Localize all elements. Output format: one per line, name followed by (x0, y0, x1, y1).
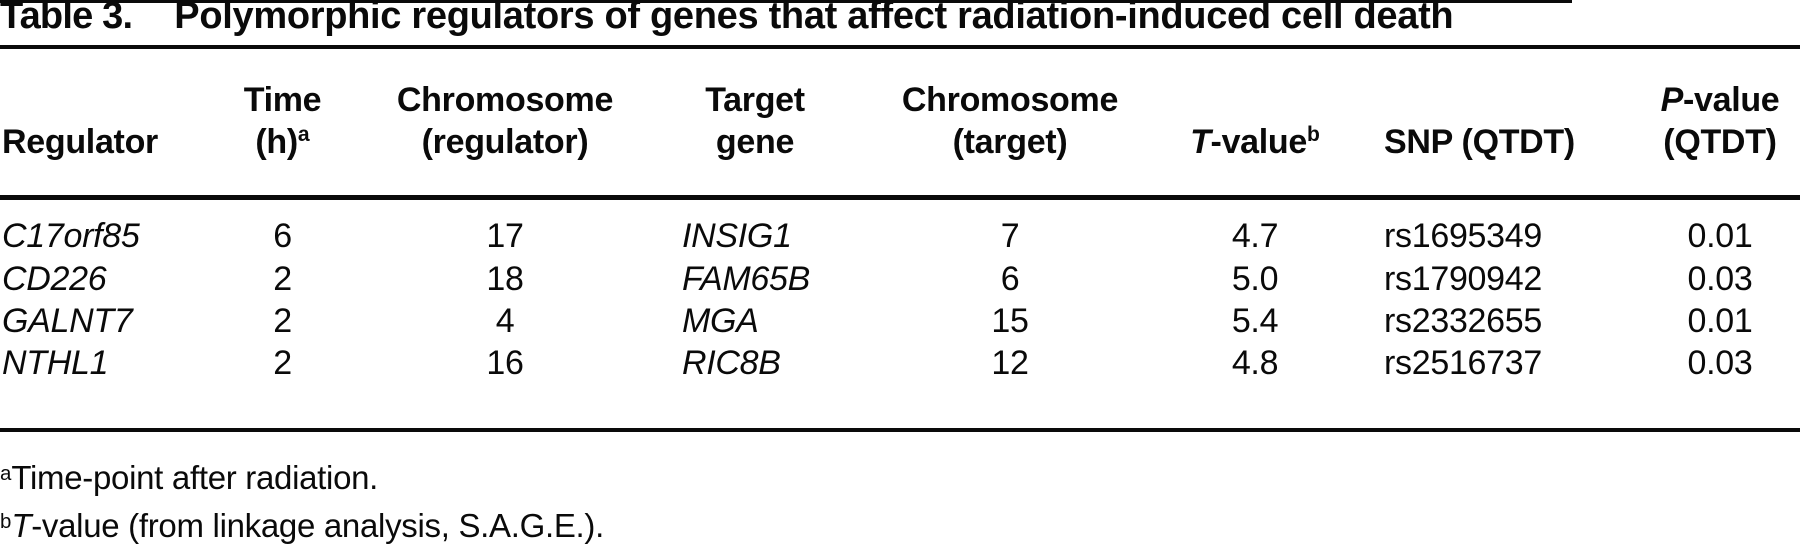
cell-p-value: 0.01 (1687, 302, 1753, 340)
cell-t-value: 4.7 (1231, 217, 1279, 255)
cell-regulator: C17orf85 (2, 217, 140, 255)
footnote-b: bT-value (from linkage analysis, S.A.G.E… (0, 506, 604, 546)
cell-chromosome-regulator: 18 (486, 260, 524, 298)
top-crop-line (0, 0, 1572, 3)
header-row-line2: Regulator (h)a (regulator) gene (target)… (0, 122, 1800, 162)
column-header-regulator: Regulator (2, 123, 158, 161)
cell-chromosome-target: 12 (991, 344, 1029, 382)
cell-chromosome-target: 7 (1000, 217, 1020, 255)
p-value-italic-p: P (1660, 81, 1684, 119)
footnote-b-italic-t: T (11, 507, 32, 544)
cell-p-value: 0.03 (1687, 260, 1753, 298)
cell-p-value: 0.01 (1687, 217, 1753, 255)
column-header-t-value-spacer (1150, 80, 1360, 120)
cell-target-gene: FAM65B (682, 260, 810, 298)
column-header-snp-qtdt: SNP (QTDT) (1384, 123, 1575, 161)
cell-target-gene: RIC8B (682, 344, 781, 382)
footnote-marker-a-ref: a (297, 123, 310, 147)
cell-regulator: CD226 (2, 260, 107, 298)
column-header-regulator-spacer (0, 80, 195, 120)
table-row: CD226 2 18 FAM65B 6 5.0 rs1790942 0.03 (0, 257, 1800, 301)
cell-t-value: 5.4 (1231, 302, 1279, 340)
table-row: NTHL1 2 16 RIC8B 12 4.8 rs2516737 0.03 (0, 341, 1800, 385)
column-header-chromosome-regulator: (regulator) (421, 123, 589, 161)
column-header-target-gene: gene (715, 123, 795, 161)
footnote-marker-b: b (0, 509, 12, 533)
column-header-p-value-line2: (QTDT) (1663, 123, 1777, 161)
column-header-target-gene-line1: Target (705, 81, 805, 119)
table-number-label: Table 3. (0, 0, 133, 37)
cell-regulator: NTHL1 (2, 344, 109, 382)
column-header-p-value-line1: P-value (1660, 81, 1780, 119)
t-value-italic-t: T (1190, 123, 1211, 161)
table-title: Table 3. Polymorphic regulators of genes … (0, 0, 1454, 38)
footnote-b-text: -value (from linkage analysis, S.A.G.E.)… (31, 507, 604, 544)
footnote-a: aTime-point after radiation. (0, 458, 378, 498)
table-caption: Polymorphic regulators of genes that aff… (174, 0, 1454, 37)
cell-time: 2 (273, 260, 292, 298)
cell-regulator: GALNT7 (2, 302, 133, 340)
header-row-line1: Time Chromosome Target Chromosome P-valu… (0, 80, 1800, 120)
table-row: GALNT7 2 4 MGA 15 5.4 rs2332655 0.01 (0, 299, 1800, 343)
cell-chromosome-target: 15 (991, 302, 1029, 340)
table-row: C17orf85 6 17 INSIG1 7 4.7 rs1695349 0.0… (0, 214, 1800, 258)
cell-snp: rs2332655 (1384, 302, 1542, 340)
cell-snp: rs1790942 (1384, 260, 1542, 298)
header-rule (0, 195, 1800, 200)
cell-target-gene: INSIG1 (682, 217, 792, 255)
cell-chromosome-regulator: 4 (495, 302, 515, 340)
cell-t-value: 5.0 (1231, 260, 1279, 298)
cell-chromosome-regulator: 16 (486, 344, 524, 382)
column-header-chromosome-target-line1: Chromosome (901, 81, 1119, 119)
column-header-t-value: T-valueb (1190, 123, 1320, 161)
cell-time: 2 (273, 302, 292, 340)
bottom-rule (0, 428, 1800, 432)
cell-snp: rs1695349 (1384, 217, 1542, 255)
column-header-snp-spacer (1360, 80, 1640, 120)
column-header-chromosome-regulator-line1: Chromosome (396, 81, 614, 119)
cell-p-value: 0.03 (1687, 344, 1753, 382)
column-header-time-h: (h)a (255, 123, 310, 161)
cell-target-gene: MGA (682, 302, 759, 340)
cell-snp: rs2516737 (1384, 344, 1542, 382)
title-rule (0, 45, 1800, 49)
cell-chromosome-target: 6 (1000, 260, 1020, 298)
cell-time: 6 (273, 217, 292, 255)
cell-time: 2 (273, 344, 292, 382)
cell-t-value: 4.8 (1231, 344, 1279, 382)
cell-chromosome-regulator: 17 (486, 217, 524, 255)
footnote-a-text: Time-point after radiation. (11, 459, 379, 496)
column-header-chromosome-target: (target) (952, 123, 1068, 161)
column-header-time-line1: Time (243, 81, 322, 119)
footnote-marker-a: a (0, 461, 12, 485)
footnote-marker-b-ref: b (1307, 123, 1320, 147)
